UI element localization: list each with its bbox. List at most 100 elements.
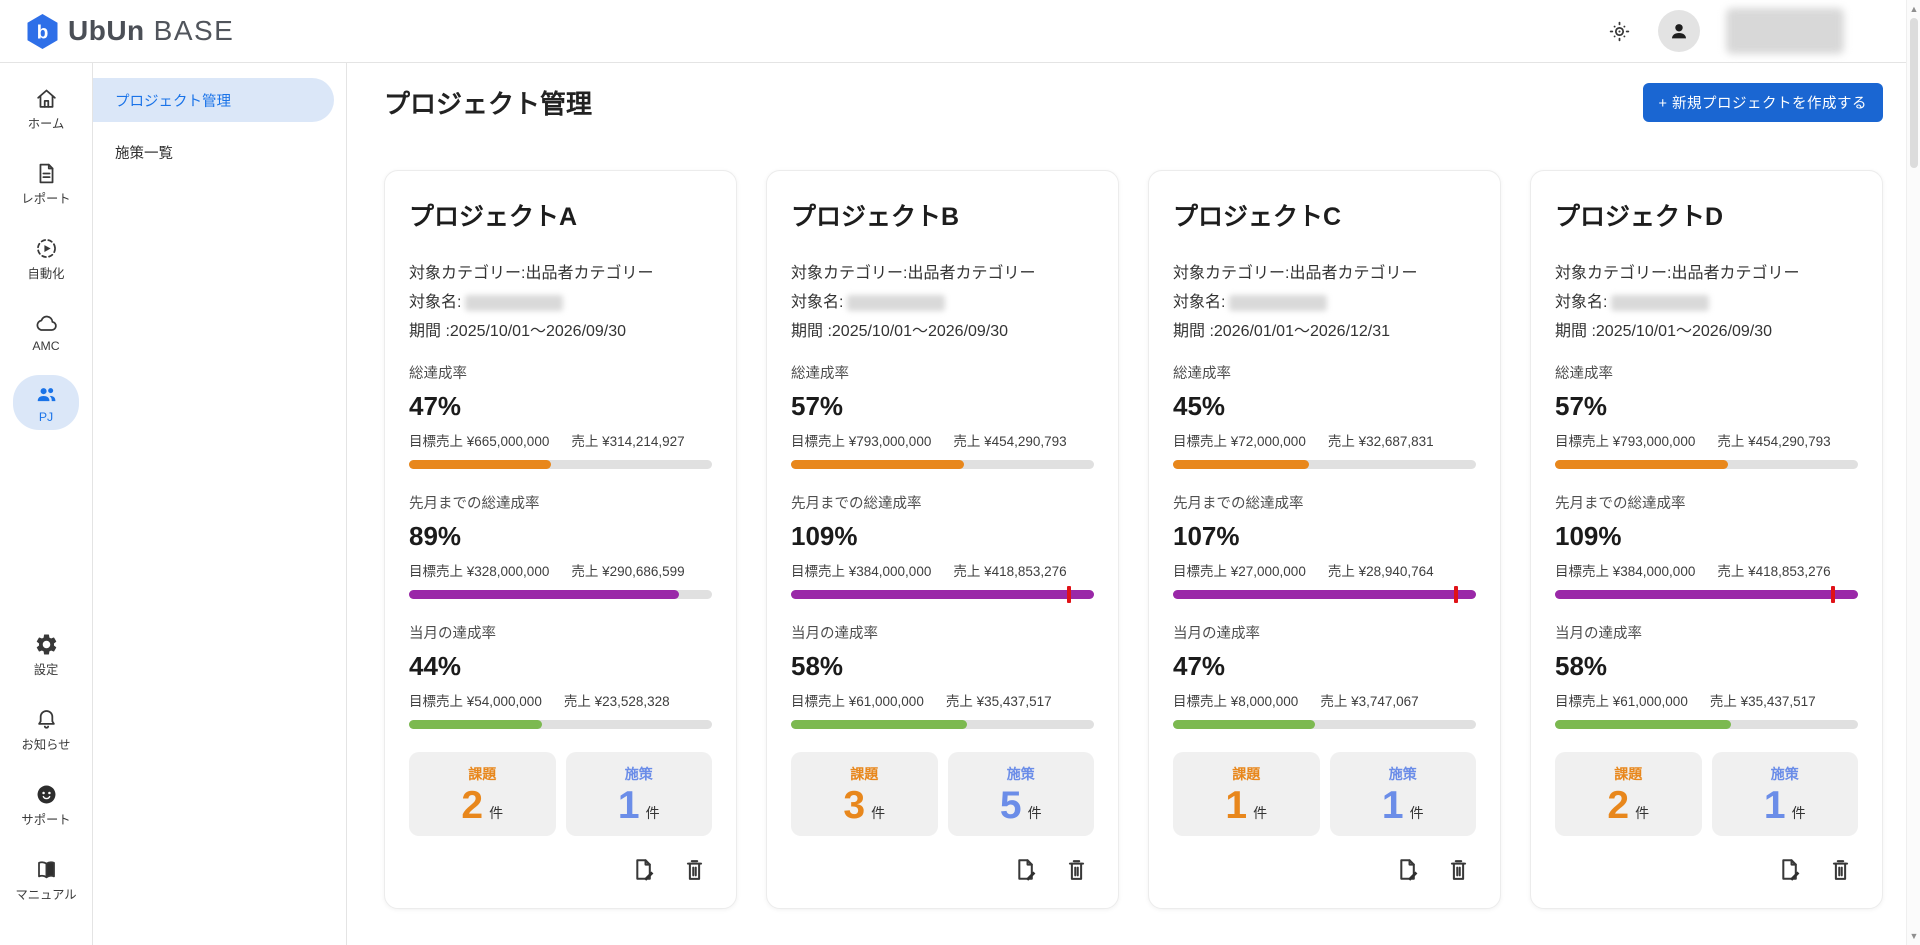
progress-fill [1173,720,1316,729]
sidebar-item-pj[interactable]: PJ [13,375,79,430]
progress-bar [409,590,712,599]
metric-block: 総達成率 47% 目標売上 ¥665,000,000 売上 ¥314,214,927 [409,362,712,469]
delete-project-button[interactable] [1827,856,1854,886]
scrollbar-thumb[interactable] [1910,18,1918,168]
sidebar-item-label: レポート [21,192,71,206]
project-meta: 対象カテゴリー:出品者カテゴリー 対象名: 期間 :2025/10/01〜202… [409,259,712,346]
edit-project-button[interactable] [1012,856,1039,886]
redacted-target-name [1229,294,1328,311]
app-header: b UbUn BASE [0,0,1920,63]
metric-block: 当月の達成率 44% 目標売上 ¥54,000,000 売上 ¥23,528,328 [409,622,712,729]
sidebar-item-label: お知らせ [21,738,71,752]
user-avatar-icon[interactable] [1658,10,1700,52]
app-logo[interactable]: b UbUn BASE [26,13,234,50]
delete-project-button[interactable] [681,856,708,886]
vertical-scrollbar[interactable]: ▲ ▼ [1906,0,1920,945]
edit-document-icon [636,859,654,881]
metric-percent: 45% [1173,391,1226,421]
edit-project-button[interactable] [630,856,657,886]
icon-sidebar: ホーム レポート 自動化 AMC [0,63,93,945]
project-meta: 対象カテゴリー:出品者カテゴリー 対象名: 期間 :2025/10/01〜202… [1555,259,1858,346]
metric-actual-sales: 売上 ¥35,437,517 [945,694,1052,709]
progress-bar [1555,720,1858,729]
metric-actual-sales: 売上 ¥418,853,276 [1717,564,1831,579]
edit-document-icon [1018,859,1036,881]
subnav-item-label: 施策一覧 [115,145,173,162]
sidebar-item-report[interactable]: レポート [13,154,79,213]
redacted-target-name [465,294,564,311]
metric-money-line: 目標売上 ¥384,000,000 売上 ¥418,853,276 [1555,560,1858,580]
main-content: プロジェクト管理 + 新規プロジェクトを作成する プロジェクトA 対象カテゴリー… [347,63,1920,945]
project-title: プロジェクトB [791,203,960,231]
sidebar-item-label: PJ [38,410,54,424]
sidebar-item-settings[interactable]: 設定 [13,625,79,684]
metric-percent: 47% [409,391,462,421]
manual-icon [37,861,55,879]
sidebar-item-label: 設定 [33,663,59,677]
metric-actual-sales: 売上 ¥35,437,517 [1709,694,1816,709]
metric-percent: 57% [1555,391,1608,421]
issues-count: 3 [843,783,866,827]
page-title: プロジェクト管理 [384,89,593,119]
progress-fill [1555,460,1728,469]
metric-target-sales: 目標売上 ¥793,000,000 [1555,434,1696,449]
measures-count: 1 [617,783,640,827]
count-unit: 件 [1791,804,1806,821]
edit-document-icon [1400,859,1418,881]
count-unit: 件 [1027,804,1042,821]
project-period-line: 期間 :2026/01/01〜2026/12/31 [1173,323,1391,340]
progress-fill [409,590,679,599]
scroll-up-arrow-icon[interactable]: ▲ [1909,4,1919,14]
metric-money-line: 目標売上 ¥328,000,000 売上 ¥290,686,599 [409,560,712,580]
sidebar-item-support[interactable]: サポート [13,775,79,834]
project-card: プロジェクトA 対象カテゴリー:出品者カテゴリー 対象名: 期間 :2025/1… [384,170,737,909]
metric-actual-sales: 売上 ¥454,290,793 [953,434,1067,449]
edit-project-button[interactable] [1776,856,1803,886]
sidebar-item-notifications[interactable]: お知らせ [13,700,79,759]
progress-bar [1173,460,1476,469]
sidebar-item-label: AMC [32,339,60,353]
metric-percent: 58% [1555,651,1608,681]
issues-count: 2 [1607,783,1630,827]
project-target-line: 対象名: [791,288,1094,317]
sidebar-item-manual[interactable]: マニュアル [13,850,79,909]
brightness-icon[interactable] [1607,19,1632,44]
subnav-item-project-management[interactable]: プロジェクト管理 [93,78,334,122]
metric-money-line: 目標売上 ¥665,000,000 売上 ¥314,214,927 [409,430,712,450]
edit-project-button[interactable] [1394,856,1421,886]
delete-project-button[interactable] [1063,856,1090,886]
metric-actual-sales: 売上 ¥23,528,328 [563,694,670,709]
create-project-button[interactable]: + 新規プロジェクトを作成する [1642,83,1883,122]
metric-target-sales: 目標売上 ¥54,000,000 [409,694,542,709]
trash-icon [686,860,703,880]
metric-block: 総達成率 45% 目標売上 ¥72,000,000 売上 ¥32,687,831 [1173,362,1476,469]
count-unit: 件 [645,804,660,821]
metric-money-line: 目標売上 ¥72,000,000 売上 ¥32,687,831 [1173,430,1476,450]
count-unit: 件 [489,804,504,821]
sidebar-item-home[interactable]: ホーム [13,79,79,138]
project-card: プロジェクトD 対象カテゴリー:出品者カテゴリー 対象名: 期間 :2025/1… [1530,170,1883,909]
measures-count: 5 [999,783,1022,827]
sidebar-item-amc[interactable]: AMC [13,304,79,359]
metric-money-line: 目標売上 ¥54,000,000 売上 ¥23,528,328 [409,690,712,710]
sidebar-item-automation[interactable]: 自動化 [13,229,79,288]
metric-actual-sales: 売上 ¥3,747,067 [1320,694,1419,709]
metric-label: 先月までの総達成率 [409,496,540,512]
project-card: プロジェクトC 対象カテゴリー:出品者カテゴリー 対象名: 期間 :2026/0… [1148,170,1501,909]
scroll-down-arrow-icon[interactable]: ▼ [1909,931,1919,941]
project-meta: 対象カテゴリー:出品者カテゴリー 対象名: 期間 :2026/01/01〜202… [1173,259,1476,346]
subnav-item-measure-list[interactable]: 施策一覧 [93,130,346,174]
delete-project-button[interactable] [1445,856,1472,886]
issues-count: 1 [1225,783,1248,827]
progress-fill [791,720,967,729]
count-unit: 件 [1253,804,1268,821]
progress-fill [1173,460,1310,469]
